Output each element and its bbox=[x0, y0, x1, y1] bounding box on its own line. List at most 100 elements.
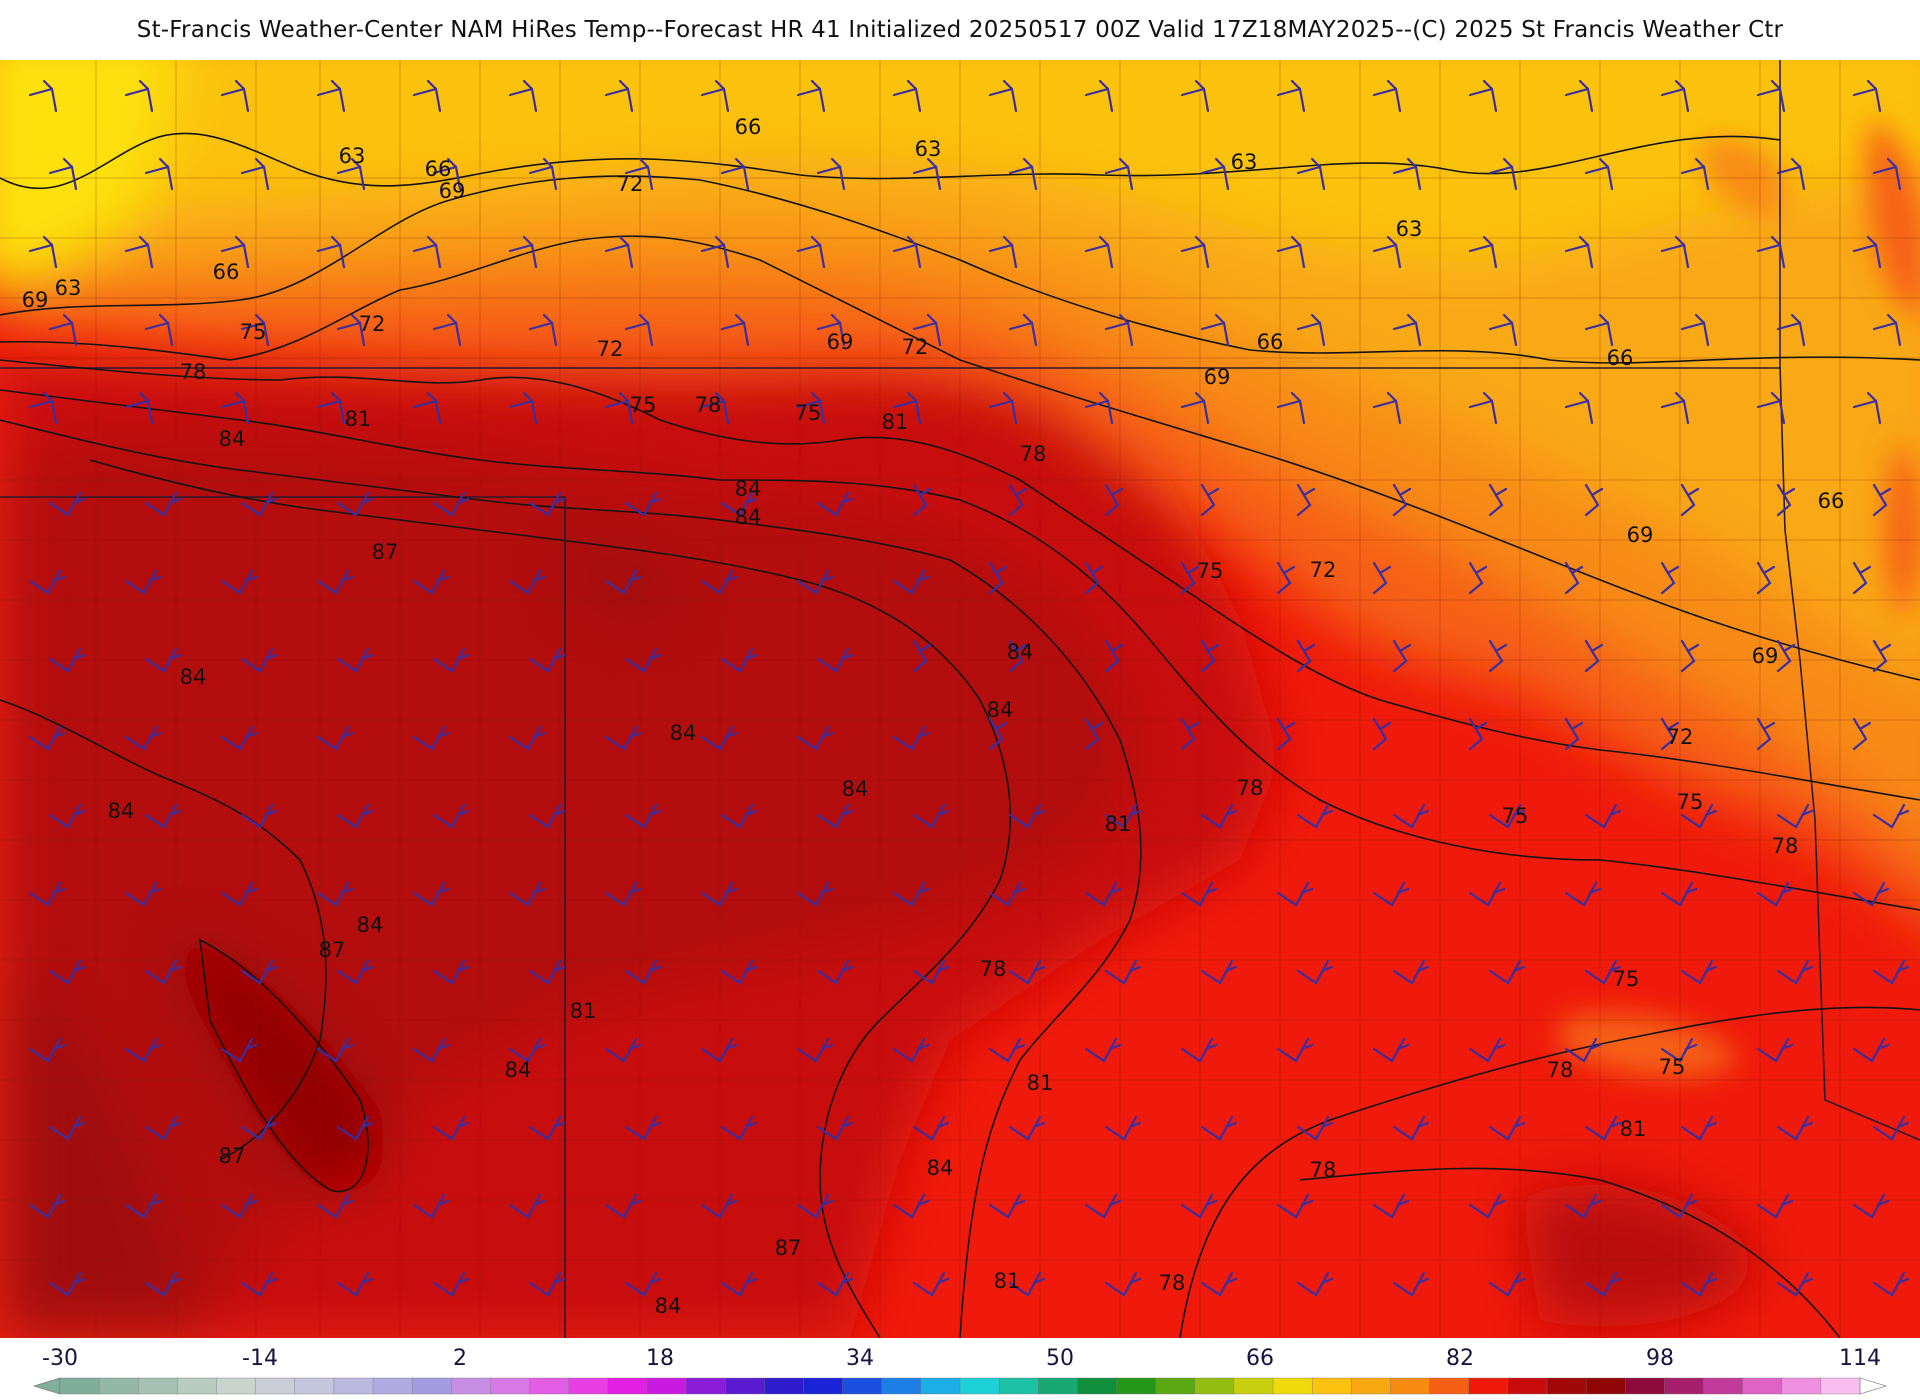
wind-barb bbox=[336, 157, 366, 191]
wind-barb bbox=[220, 569, 258, 595]
wind-barb bbox=[1680, 483, 1700, 517]
contour-label: 84 bbox=[180, 665, 207, 689]
wind-barb bbox=[1564, 235, 1594, 269]
wind-barb bbox=[508, 1193, 546, 1219]
colorbar-cell bbox=[1664, 1377, 1705, 1395]
wind-barb bbox=[1392, 803, 1430, 829]
colorbar-cell bbox=[1585, 1377, 1626, 1395]
colorbar-scale bbox=[32, 1377, 1888, 1395]
colorbar-cell bbox=[1311, 1377, 1353, 1395]
wind-barb bbox=[892, 235, 922, 269]
wind-barb bbox=[1564, 79, 1594, 113]
wind-barb bbox=[144, 647, 182, 673]
wind-barb bbox=[912, 157, 942, 191]
colorbar-cell bbox=[1429, 1377, 1470, 1395]
wind-barb bbox=[28, 391, 58, 425]
wind-barb bbox=[528, 959, 566, 985]
wind-barb bbox=[528, 647, 566, 673]
wind-barb bbox=[1104, 639, 1124, 673]
wind-barb bbox=[912, 803, 950, 829]
wind-barb bbox=[1084, 235, 1114, 269]
wind-barb bbox=[796, 79, 826, 113]
wind-barb bbox=[892, 1193, 930, 1219]
wind-barb bbox=[1872, 1271, 1910, 1297]
wind-barb bbox=[48, 1115, 86, 1141]
wind-barb bbox=[1296, 1271, 1334, 1297]
colorbar-cell bbox=[1781, 1377, 1822, 1395]
wind-barb bbox=[1104, 313, 1134, 347]
colorbar-cell bbox=[1038, 1377, 1079, 1395]
wind-barb bbox=[1276, 235, 1306, 269]
wind-barb bbox=[988, 1193, 1026, 1219]
wind-barb bbox=[124, 391, 154, 425]
wind-barb bbox=[1200, 157, 1230, 191]
wind-barb bbox=[124, 881, 162, 907]
wind-barb bbox=[1392, 959, 1430, 985]
wind-barb bbox=[1084, 1193, 1122, 1219]
map-panel[interactable]: 63 66 69 66 63 63 63 72 66 63 69 75 72 72 69 72 66 66 69 78… bbox=[0, 60, 1920, 1338]
contour-label: 78 bbox=[695, 393, 722, 417]
wind-barb bbox=[1180, 391, 1210, 425]
wind-barb bbox=[28, 235, 58, 269]
contour-label: 81 bbox=[1620, 1117, 1647, 1141]
wind-barb bbox=[124, 235, 154, 269]
wind-barb bbox=[1392, 1115, 1430, 1141]
wind-barb bbox=[508, 725, 546, 751]
colorbar-cell bbox=[764, 1377, 805, 1395]
wind-barb bbox=[1104, 1115, 1142, 1141]
colorbar-label: -30 bbox=[42, 1346, 78, 1371]
contour-label: 78 bbox=[1772, 834, 1799, 858]
wind-barb bbox=[508, 391, 538, 425]
contour-label: 66 bbox=[213, 260, 240, 284]
colorbar-cell bbox=[490, 1377, 531, 1395]
wind-barb bbox=[432, 157, 462, 191]
contour-label: 63 bbox=[55, 276, 82, 300]
contour-label: 78 bbox=[1310, 1158, 1337, 1182]
wind-barb bbox=[720, 1271, 758, 1297]
wind-barb bbox=[1296, 803, 1334, 829]
wind-barb bbox=[1776, 1115, 1814, 1141]
wind-barb bbox=[1084, 717, 1104, 751]
contour-label: 84 bbox=[108, 799, 135, 823]
wind-barb bbox=[1776, 1271, 1814, 1297]
wind-barb bbox=[316, 1193, 354, 1219]
wind-barb bbox=[796, 391, 826, 425]
contour-label: 78 bbox=[1020, 442, 1047, 466]
wind-barb bbox=[700, 1037, 738, 1063]
contour-label: 66 bbox=[425, 157, 452, 181]
colorbar-cell bbox=[1468, 1377, 1509, 1395]
wind-barb bbox=[412, 391, 442, 425]
contour-label: 72 bbox=[617, 172, 644, 196]
wind-barb bbox=[528, 491, 566, 517]
wind-barb bbox=[700, 725, 738, 751]
wind-barb bbox=[1564, 561, 1584, 595]
wind-barb bbox=[700, 1193, 738, 1219]
colorbar-cell bbox=[1742, 1377, 1783, 1395]
wind-barb bbox=[144, 959, 182, 985]
wind-barb bbox=[1584, 483, 1604, 517]
colorbar-arrow-left bbox=[32, 1377, 61, 1395]
colorbar-label: 2 bbox=[453, 1346, 467, 1371]
colorbar-cell bbox=[1077, 1377, 1118, 1395]
wind-barb bbox=[816, 1115, 854, 1141]
wind-barb bbox=[316, 1037, 354, 1063]
wind-barb bbox=[412, 881, 450, 907]
contour-label: 69 bbox=[1204, 365, 1231, 389]
colorbar-label: 98 bbox=[1646, 1346, 1674, 1371]
colorbar-cell bbox=[803, 1377, 844, 1395]
contour-label: 66 bbox=[1818, 489, 1845, 513]
wind-barb bbox=[816, 803, 854, 829]
colorbar-arrow-right bbox=[1859, 1377, 1888, 1395]
contour-label: 84 bbox=[670, 721, 697, 745]
county-boundaries bbox=[0, 60, 1920, 1338]
contour-label: 78 bbox=[1547, 1058, 1574, 1082]
contour-label: 81 bbox=[345, 407, 372, 431]
wind-barb bbox=[700, 881, 738, 907]
wind-barb bbox=[1468, 391, 1498, 425]
wind-barb bbox=[892, 881, 930, 907]
contour-label: 84 bbox=[927, 1156, 954, 1180]
wind-barb bbox=[1584, 1271, 1622, 1297]
wind-barb bbox=[1756, 235, 1786, 269]
wind-barb bbox=[604, 569, 642, 595]
